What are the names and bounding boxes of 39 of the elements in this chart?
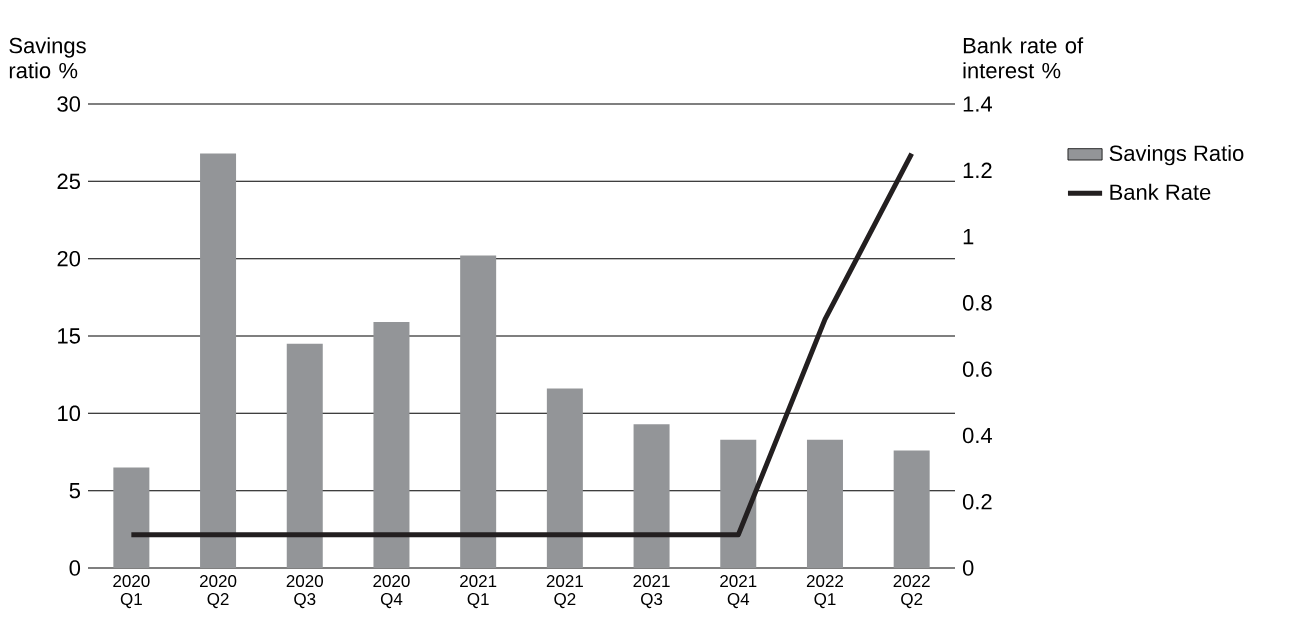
y2-tick-label: 1.4 [963, 96, 993, 112]
x-tick-label: 2021 Q2 [546, 575, 583, 609]
y2-axis-title: Bank rate of interest % [963, 37, 1084, 79]
x-tick-label: 2020 Q1 [113, 575, 150, 609]
y2-tick-label: 0.6 [962, 361, 992, 377]
bar [286, 343, 323, 568]
y-axis-title: Savings ratio % [9, 37, 86, 79]
bar [373, 322, 410, 568]
y-tick-label: 20 [57, 250, 81, 267]
x-tick-label: 2021 Q3 [633, 575, 670, 609]
x-tick-label: 2020 Q4 [373, 575, 410, 609]
y2-tick-label: 0.8 [962, 295, 992, 311]
x-tick-label: 2021 Q1 [460, 575, 497, 609]
x-tick-label: 2022 Q2 [893, 575, 930, 609]
bar [720, 439, 757, 568]
y-tick-label: 5 [69, 483, 80, 499]
bar [113, 467, 150, 568]
y-tick-label: 30 [57, 96, 81, 112]
y-tick-label: 25 [57, 173, 80, 190]
y-tick-label: 0 [69, 560, 81, 576]
bar [546, 388, 583, 568]
bar [633, 424, 670, 568]
legend-label: Bank Rate [1110, 183, 1211, 200]
y2-tick-label: 1.2 [963, 162, 992, 178]
y2-tick-label: 0 [962, 560, 974, 576]
bar [200, 153, 237, 568]
bar [460, 255, 497, 568]
y-tick-label: 15 [58, 328, 80, 344]
y2-tick-label: 0.4 [962, 427, 993, 444]
legend-label: Savings Ratio [1109, 144, 1244, 166]
x-tick-label: 2021 Q4 [720, 575, 757, 609]
x-tick-label: 2022 Q1 [806, 575, 844, 609]
bar [893, 450, 930, 568]
y2-tick-label: 0.2 [962, 493, 992, 510]
x-tick-label: 2020 Q2 [199, 575, 237, 609]
y-tick-label: 10 [58, 405, 81, 422]
y2-tick-label: 1 [963, 229, 974, 245]
bar [806, 439, 843, 568]
x-tick-label: 2020 Q3 [286, 575, 323, 609]
